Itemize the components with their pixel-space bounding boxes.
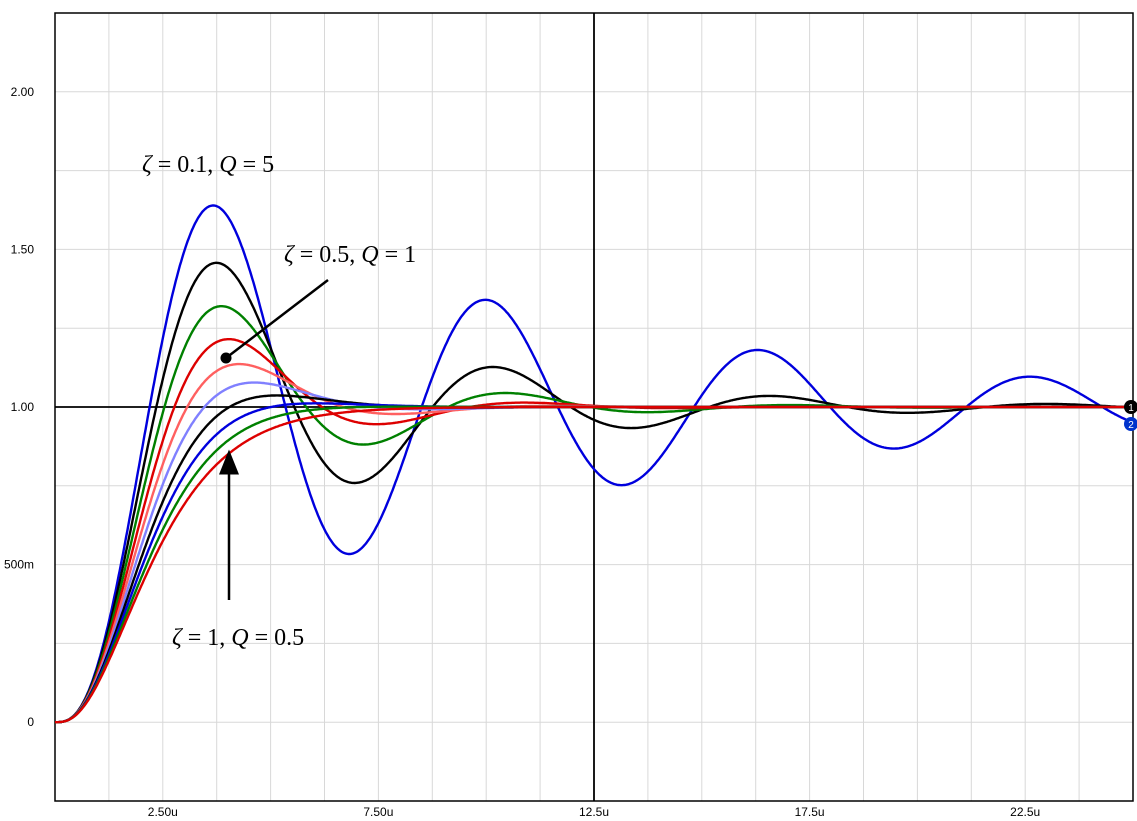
cursor-marker-1[interactable]: 1	[1124, 400, 1137, 414]
y-tick-labels: 0 500m 1.00 1.50 2.00	[4, 85, 34, 729]
series-line-zeta-1	[54, 405, 1134, 724]
series-line-zeta-0-1	[54, 204, 1134, 724]
x-tick-label: 22.5u	[1010, 805, 1040, 819]
x-tick-label: 17.5u	[795, 805, 825, 819]
pointer-line-zeta-0-5	[225, 279, 329, 359]
x-tick-label: 2.50u	[148, 805, 178, 819]
cursor-marker-2[interactable]: 2	[1124, 417, 1137, 431]
annotation-zeta-0-5: ζ = 0.5, Q = 1	[284, 242, 416, 268]
x-tick-labels: 2.50u 7.50u 12.5u 17.5u 22.5u	[148, 805, 1040, 819]
series-line-zeta-0-2	[54, 261, 1134, 724]
x-tick-label: 7.50u	[363, 805, 393, 819]
y-tick-label: 500m	[4, 558, 34, 572]
curves	[54, 204, 1134, 724]
annotation-zeta-0-1: ζ = 0.1, Q = 5	[142, 152, 274, 178]
annotation-zeta-1: ζ = 1, Q = 0.5	[172, 625, 304, 651]
y-tick-label: 1.00	[11, 400, 35, 414]
y-tick-label: 2.00	[11, 85, 35, 99]
y-tick-label: 1.50	[11, 242, 35, 256]
svg-text:2: 2	[1128, 420, 1134, 431]
x-tick-label: 12.5u	[579, 805, 609, 819]
y-tick-label: 0	[27, 715, 34, 729]
svg-text:1: 1	[1128, 403, 1134, 414]
pointer-dot-zeta-0-5	[220, 352, 232, 364]
